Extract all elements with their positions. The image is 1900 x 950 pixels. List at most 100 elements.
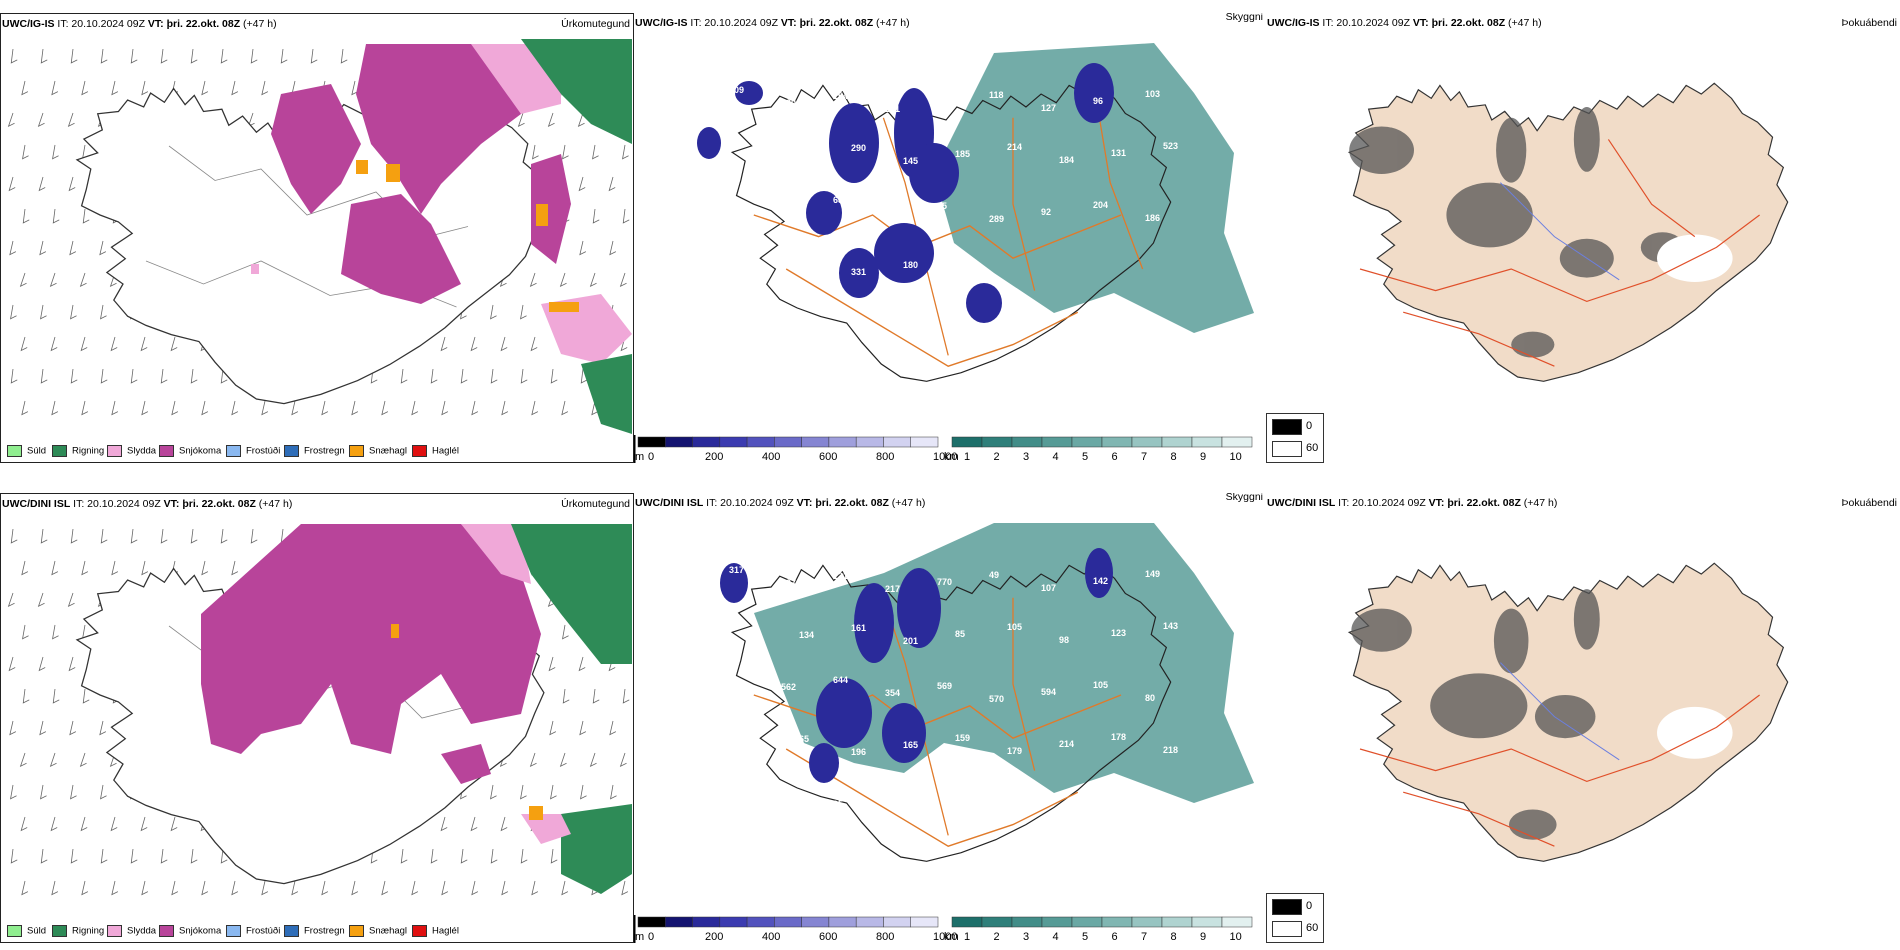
wind-barb bbox=[470, 336, 478, 352]
wind-barb bbox=[190, 528, 198, 544]
wind-barb bbox=[201, 880, 209, 896]
visibility-value: 159 bbox=[955, 733, 970, 743]
wind-barb bbox=[231, 80, 239, 96]
visibility-value: 290 bbox=[851, 143, 866, 153]
model-name: UWC/IG-IS bbox=[1267, 17, 1320, 29]
wind-barb bbox=[381, 400, 389, 416]
wind-barb bbox=[291, 400, 299, 416]
wind-barb bbox=[140, 816, 148, 832]
visibility-panel-top: UWC/IG-IS IT: 20.10.2024 09Z VT: þri. 22… bbox=[634, 13, 1266, 463]
scale-tick: 1000 bbox=[933, 451, 957, 463]
wind-barb bbox=[82, 688, 90, 704]
road bbox=[1359, 694, 1760, 783]
wind-barb bbox=[609, 240, 617, 256]
legend-item: Haglél bbox=[412, 925, 459, 937]
scale-tick: 3 bbox=[1023, 451, 1029, 463]
wind-barb bbox=[40, 784, 47, 800]
wind-barb bbox=[10, 48, 18, 64]
wind-barb bbox=[470, 816, 478, 832]
wind-barb bbox=[460, 848, 468, 864]
wind-barb bbox=[220, 848, 228, 864]
wind-barb bbox=[21, 880, 29, 896]
wind-barb bbox=[580, 784, 587, 800]
wind-barb bbox=[111, 80, 119, 96]
visibility-map: 309 530 154 231 108 118 127 96 103 170 245 290 145 18… bbox=[697, 43, 1254, 382]
coastline bbox=[1348, 82, 1789, 382]
wind-barb bbox=[430, 848, 438, 864]
visibility-value: 184 bbox=[1059, 155, 1074, 165]
wind-barb bbox=[100, 784, 107, 800]
wind-barb bbox=[549, 720, 557, 736]
scale-swatch bbox=[910, 916, 939, 928]
init-time: IT: 20.10.2024 09Z bbox=[1338, 497, 1426, 509]
wind-barb bbox=[141, 80, 149, 96]
scale-tick: 10 bbox=[1230, 451, 1242, 463]
scale-swatch bbox=[981, 436, 1013, 448]
wind-barb bbox=[280, 48, 288, 64]
wind-barb bbox=[591, 400, 599, 416]
wind-barb bbox=[440, 816, 448, 832]
precip-panel-top: UWC/IG-IS IT: 20.10.2024 09Z VT: þri. 22… bbox=[0, 13, 634, 463]
wind-barb bbox=[10, 304, 17, 320]
scale-swatch bbox=[828, 916, 857, 928]
visibility-value: 214 bbox=[1059, 739, 1074, 749]
wind-barb bbox=[7, 592, 15, 608]
legend-label: Frostregn bbox=[304, 925, 345, 937]
wind-barb bbox=[220, 528, 228, 544]
wind-barb bbox=[578, 176, 586, 192]
scale-swatch bbox=[1131, 916, 1163, 928]
wind-barb bbox=[441, 880, 449, 896]
visibility-value: 134 bbox=[799, 630, 814, 640]
scale-swatch bbox=[1011, 436, 1043, 448]
wind-barb bbox=[622, 208, 630, 224]
snow-area bbox=[341, 194, 461, 304]
wind-barb bbox=[38, 656, 46, 672]
valid-label: VT: bbox=[163, 498, 180, 510]
graupel-area bbox=[391, 624, 399, 638]
visibility-value: 131 bbox=[1111, 148, 1126, 158]
valid-time: þri. 22.okt. 08Z bbox=[166, 18, 241, 30]
scale-svg: m 0 200 400 600 800 1000 km 1 2 3 4 5 6 7 8 9 10 bbox=[634, 915, 1253, 943]
wind-barb bbox=[500, 336, 508, 352]
wind-barb bbox=[39, 720, 47, 736]
legend-swatch bbox=[284, 445, 299, 457]
legend-swatch bbox=[7, 445, 22, 457]
model-name: UWC/DINI ISL bbox=[2, 498, 71, 510]
wind-barb bbox=[250, 48, 258, 64]
visibility-value: 644 bbox=[833, 675, 848, 685]
scale-swatch bbox=[1191, 916, 1223, 928]
road bbox=[1012, 597, 1036, 771]
scale-swatch bbox=[1071, 916, 1103, 928]
legend-label: Slydda bbox=[127, 445, 157, 457]
legend-swatch bbox=[52, 925, 67, 937]
model-name: UWC/IG-IS bbox=[635, 17, 688, 29]
visibility-value: 201 bbox=[903, 636, 918, 646]
wind-barb bbox=[20, 816, 28, 832]
rain-area bbox=[581, 354, 632, 434]
wind-barb bbox=[38, 176, 46, 192]
scale-swatch bbox=[774, 436, 802, 448]
legend-label-60: 60 bbox=[1306, 922, 1319, 934]
visibility-value: 171 bbox=[799, 254, 814, 264]
legend-swatch bbox=[226, 445, 241, 457]
scale-swatch bbox=[746, 436, 775, 448]
legend-item: Frostregn bbox=[284, 925, 345, 937]
wind-barb bbox=[430, 368, 438, 384]
scale-unit: km bbox=[944, 931, 959, 943]
legend-label-0: 0 bbox=[1306, 900, 1313, 912]
panel-type: Þokuábendi bbox=[1841, 17, 1897, 29]
wind-barb bbox=[130, 368, 138, 384]
wind-barb bbox=[51, 880, 59, 896]
visibility-value: 197 bbox=[781, 578, 796, 588]
legend-swatch-white bbox=[1272, 921, 1302, 937]
snow-area bbox=[441, 744, 491, 784]
visibility-value: 105 bbox=[1007, 622, 1022, 632]
visibility-value: 108 bbox=[937, 97, 952, 107]
visibility-value: 184 bbox=[747, 637, 762, 647]
visibility-value: 107 bbox=[1041, 583, 1056, 593]
legend-item: Haglél bbox=[412, 445, 459, 457]
init-time: IT: 20.10.2024 09Z bbox=[1322, 17, 1410, 29]
sleet-area bbox=[461, 524, 531, 584]
visibility-value: 164 bbox=[729, 689, 744, 699]
visibility-value: 143 bbox=[1163, 621, 1178, 631]
